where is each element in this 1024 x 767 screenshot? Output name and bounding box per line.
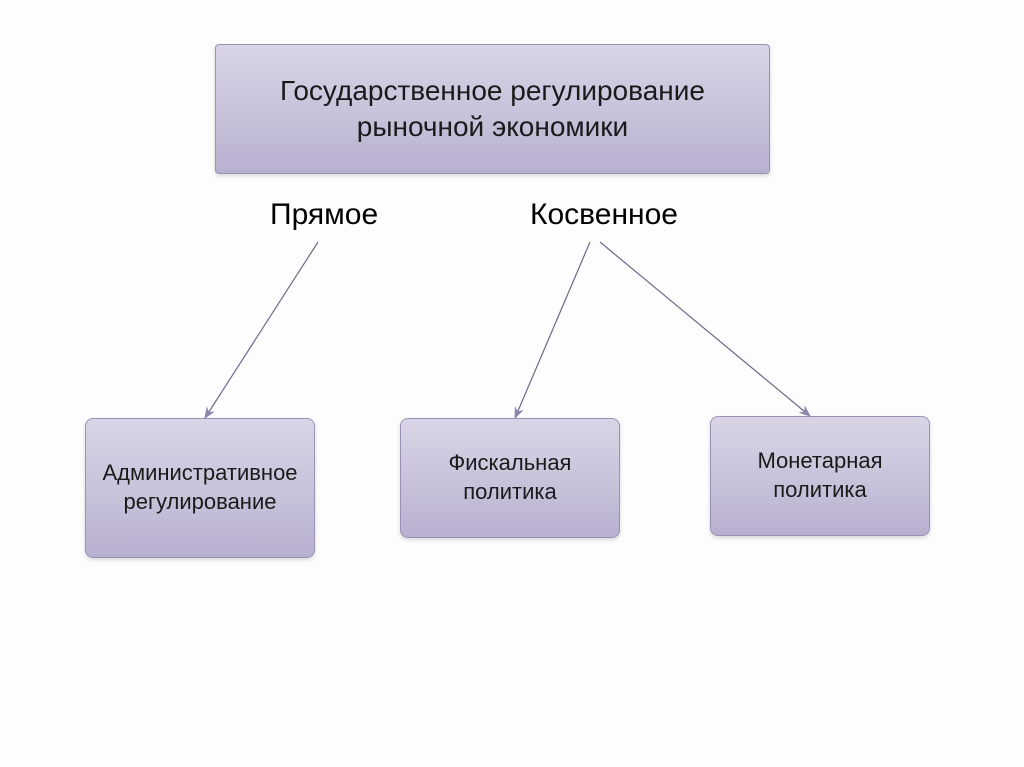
branch-label-indirect: Косвенное xyxy=(530,198,678,232)
child-text: Административное регулирование xyxy=(102,459,298,516)
child-text: Монетарная политика xyxy=(727,447,913,504)
child-box-administrative: Административное регулирование xyxy=(85,418,315,558)
label-text: Косвенное xyxy=(530,198,678,231)
branch-label-direct: Прямое xyxy=(270,198,378,232)
root-box: Государственное регулирование рыночной э… xyxy=(215,44,770,174)
child-text: Фискальная политика xyxy=(417,449,603,506)
child-box-fiscal: Фискальная политика xyxy=(400,418,620,538)
edge-2 xyxy=(600,242,810,416)
edge-0 xyxy=(205,242,318,418)
label-text: Прямое xyxy=(270,198,378,231)
edge-1 xyxy=(515,242,590,418)
child-box-monetary: Монетарная политика xyxy=(710,416,930,536)
root-text: Государственное регулирование рыночной э… xyxy=(232,73,753,146)
